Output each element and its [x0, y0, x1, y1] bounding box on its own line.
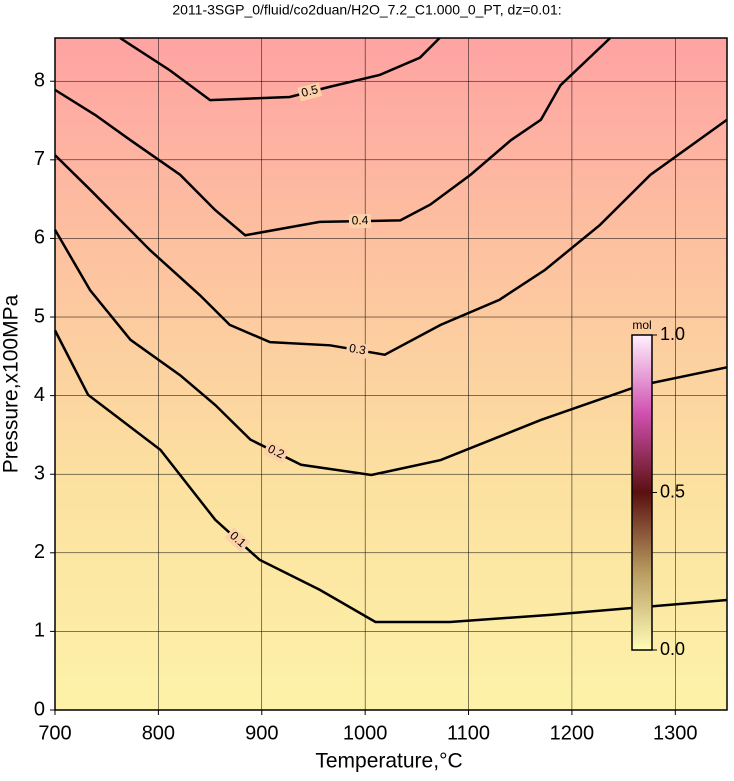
colorbar	[631, 334, 653, 651]
x-tick-label: 1000	[343, 722, 388, 744]
x-tick-label: 700	[38, 722, 71, 744]
contour-label: 0.3	[348, 341, 367, 358]
y-tick-label: 8	[34, 70, 45, 92]
chart-title: 2011-3SGP_0/fluid/co2duan/H2O_7.2_C1.000…	[172, 2, 561, 18]
x-tick-label: 900	[245, 722, 278, 744]
contour-label-bg	[345, 341, 370, 359]
contour-label: 0.4	[351, 213, 368, 227]
plot-frame	[54, 37, 728, 711]
y-tick-label: 6	[34, 227, 45, 249]
contour-label: 0.5	[300, 82, 320, 100]
contour-label: 0.2	[266, 441, 287, 461]
plot-background	[55, 38, 727, 710]
x-tick-label: 1200	[550, 722, 595, 744]
x-tick-label: 1100	[447, 722, 490, 744]
colorbar-tick-label: 1.0	[660, 324, 685, 344]
y-axis-label: Pressure,x100MPa	[0, 294, 23, 473]
x-axis-label: Temperature,°C	[315, 750, 462, 773]
x-tick-label: 1300	[653, 722, 698, 744]
y-tick-label: 0	[34, 698, 45, 720]
y-tick-label: 5	[34, 305, 45, 327]
colorbar-tick-label: 0.0	[660, 639, 685, 659]
contour-line	[53, 329, 728, 624]
contour-label-bg	[224, 527, 251, 553]
y-tick-label: 2	[34, 541, 45, 563]
colorbar-tick-label: 0.5	[660, 481, 685, 501]
contour-label-bg	[348, 213, 372, 229]
y-tick-label: 3	[34, 462, 45, 484]
y-tick-label: 1	[34, 620, 45, 642]
y-tick-label: 7	[34, 148, 45, 170]
y-tick-label: 4	[34, 384, 45, 406]
contour-label-bg	[262, 441, 289, 464]
contour-label-bg	[297, 82, 323, 102]
x-tick-label: 800	[142, 722, 175, 744]
colorbar-label: mol	[632, 318, 651, 332]
